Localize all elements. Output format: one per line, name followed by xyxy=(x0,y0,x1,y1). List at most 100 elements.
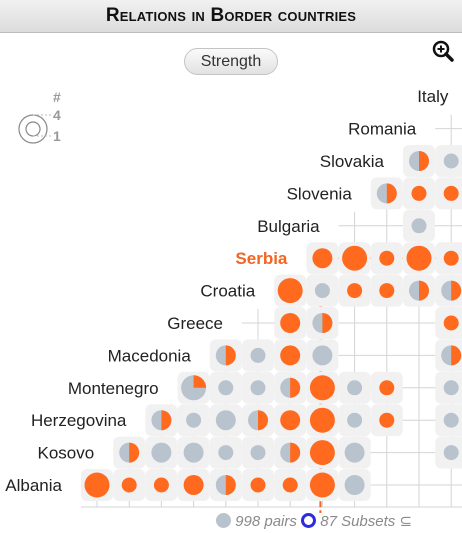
cell-albania-albania-dot xyxy=(85,473,110,498)
cell-macedonia-greece-dot xyxy=(251,348,266,363)
cell-greece-croatia xyxy=(274,307,306,339)
pairs-count: 998 pairs xyxy=(235,513,297,530)
cell-kosovo-serbia xyxy=(306,437,338,469)
cell-greece-croatia-dot xyxy=(280,313,300,333)
cell-montenegro-greece xyxy=(242,372,274,404)
cell-albania-greece-dot xyxy=(251,478,266,493)
cell-kosovo-greece-dot xyxy=(251,445,266,460)
cell-montenegro-greece-dot xyxy=(251,380,266,395)
pairs-dot-icon xyxy=(216,513,231,528)
cell-herzegovina-slovenia xyxy=(371,404,403,436)
cell-herzegovina-greece xyxy=(242,404,274,436)
cell-herzegovina-slovenia-dot xyxy=(379,413,394,428)
cell-montenegro-bulgaria-dot xyxy=(347,380,362,395)
cell-herzegovina-herzegovina xyxy=(145,404,177,436)
cell-montenegro-croatia xyxy=(274,372,306,404)
cell-croatia-slovakia xyxy=(403,275,435,307)
cell-kosovo-croatia xyxy=(274,437,306,469)
cell-kosovo-bulgaria xyxy=(339,437,371,469)
cell-montenegro-montenegro xyxy=(178,372,210,404)
cell-albania-croatia-dot xyxy=(283,478,298,493)
cell-montenegro-slovenia xyxy=(371,372,403,404)
subsets-count: 87 Subsets ⊆ xyxy=(320,513,412,530)
cell-macedonia-greece xyxy=(242,339,274,371)
cell-macedonia-croatia xyxy=(274,339,306,371)
cell-slovenia-romania-dot xyxy=(444,186,459,201)
cell-serbia-bulgaria-dot xyxy=(342,246,367,271)
cell-kosovo-greece xyxy=(242,437,274,469)
cell-kosovo-macedonia-dot xyxy=(218,445,233,460)
cell-serbia-bulgaria xyxy=(339,242,371,274)
cell-herzegovina-romania xyxy=(435,404,462,436)
cell-kosovo-montenegro-dot xyxy=(184,443,204,463)
cell-herzegovina-macedonia-dot xyxy=(216,410,236,430)
cell-herzegovina-romania-dot xyxy=(444,413,459,428)
cell-montenegro-romania-dot xyxy=(444,380,459,395)
cell-albania-bulgaria xyxy=(339,469,371,501)
cell-montenegro-serbia xyxy=(306,372,338,404)
cell-montenegro-slovenia-dot xyxy=(379,380,394,395)
cell-croatia-slovenia xyxy=(371,275,403,307)
size-key-inner-circle xyxy=(26,122,40,136)
cell-croatia-bulgaria xyxy=(339,275,371,307)
cell-kosovo-montenegro xyxy=(178,437,210,469)
cell-herzegovina-serbia-dot xyxy=(310,408,335,433)
row-label-slovakia: Slovakia xyxy=(320,152,385,171)
cell-macedonia-croatia-dot xyxy=(280,345,300,365)
cell-albania-montenegro-dot xyxy=(184,475,204,495)
subsets-ring-icon xyxy=(301,513,316,528)
row-label-kosovo: Kosovo xyxy=(37,444,94,463)
cell-slovakia-slovakia xyxy=(403,145,435,177)
cell-slovakia-romania xyxy=(435,145,462,177)
cell-serbia-romania-dot xyxy=(444,251,459,266)
cell-croatia-romania xyxy=(435,275,462,307)
cell-macedonia-romania xyxy=(435,339,462,371)
cell-greece-serbia xyxy=(306,307,338,339)
cell-albania-macedonia xyxy=(210,469,242,501)
row-label-romania: Romania xyxy=(348,120,417,139)
row-label-greece: Greece xyxy=(167,314,223,333)
cell-slovenia-romania xyxy=(435,177,462,209)
cell-albania-serbia xyxy=(306,469,338,501)
cell-albania-bulgaria-dot xyxy=(345,475,365,495)
row-label-herzegovina: Herzegovina xyxy=(31,411,127,430)
cell-albania-kosovo-dot xyxy=(122,478,137,493)
cell-slovenia-slovakia xyxy=(403,177,435,209)
cell-croatia-bulgaria-dot xyxy=(347,283,362,298)
cell-serbia-serbia-dot xyxy=(312,248,332,268)
cell-slovenia-slovakia-dot xyxy=(412,186,427,201)
cell-croatia-croatia-dot xyxy=(278,278,303,303)
cell-herzegovina-croatia-dot xyxy=(280,410,300,430)
cell-montenegro-macedonia-dot xyxy=(218,380,233,395)
cell-greece-romania-dot xyxy=(444,316,459,331)
cell-slovenia-slovenia xyxy=(371,177,403,209)
cell-kosovo-serbia-dot xyxy=(310,440,335,465)
cell-montenegro-macedonia xyxy=(210,372,242,404)
cell-albania-albania xyxy=(81,469,113,501)
cell-kosovo-romania-dot xyxy=(444,445,459,460)
cell-bulgaria-slovakia-dot xyxy=(412,218,427,233)
cell-slovakia-romania-dot xyxy=(444,154,459,169)
size-key-max-label: 4 xyxy=(53,107,61,123)
cell-macedonia-serbia-dot xyxy=(312,345,332,365)
cell-montenegro-romania xyxy=(435,372,462,404)
cell-albania-montenegro xyxy=(178,469,210,501)
cell-kosovo-bulgaria-dot xyxy=(345,443,365,463)
cell-albania-serbia-dot xyxy=(310,473,335,498)
cell-serbia-slovakia-dot xyxy=(407,246,432,271)
cell-serbia-serbia xyxy=(306,242,338,274)
size-key-min-label: 1 xyxy=(53,128,61,144)
cell-albania-kosovo xyxy=(113,469,145,501)
cell-albania-herzegovina-dot xyxy=(154,478,169,493)
cell-albania-greece xyxy=(242,469,274,501)
cell-herzegovina-serbia xyxy=(306,404,338,436)
cell-serbia-slovenia xyxy=(371,242,403,274)
cell-herzegovina-bulgaria xyxy=(339,404,371,436)
cell-croatia-slovenia-dot xyxy=(379,283,394,298)
row-label-macedonia: Macedonia xyxy=(108,346,192,365)
cell-kosovo-macedonia xyxy=(210,437,242,469)
cell-albania-herzegovina xyxy=(145,469,177,501)
row-label-slovenia: Slovenia xyxy=(287,184,353,203)
cell-kosovo-kosovo xyxy=(113,437,145,469)
